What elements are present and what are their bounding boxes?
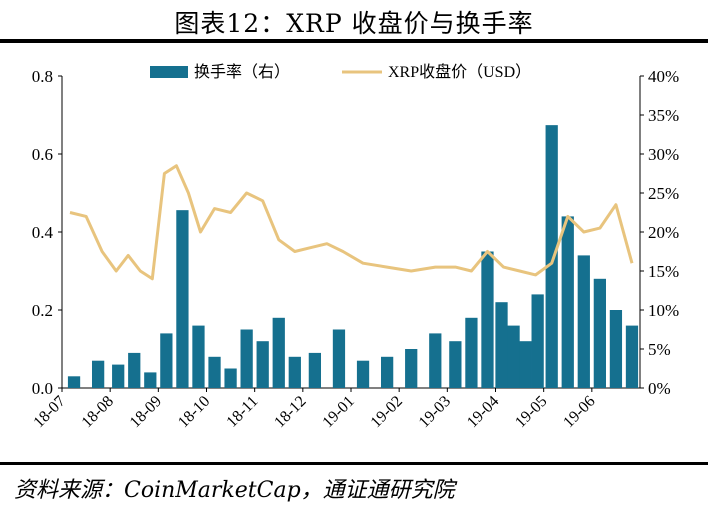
turnover-bar [67,376,81,388]
x-tick-label: 18-08 [79,393,117,431]
turnover-bar [192,325,205,388]
turnover-bar [561,216,574,388]
left-tick-label: 0.8 [32,67,53,86]
right-tick-label: 0% [648,379,671,398]
turnover-bar [449,341,462,388]
legend: 换手率（右） XRP收盘价（USD） [150,62,531,81]
legend-line-label: XRP收盘价（USD） [388,62,531,81]
turnover-bar [593,278,606,388]
turnover-bar [240,329,253,388]
right-tick-label: 10% [648,301,679,320]
turnover-bar [577,255,590,388]
turnover-bar [519,341,532,388]
x-tick-label: 18-07 [30,393,68,431]
right-tick-label: 20% [648,223,679,242]
left-tick-label: 0.6 [32,145,53,164]
legend-bar-swatch [150,66,188,78]
x-tick-label: 18-12 [271,393,309,431]
turnover-bar [465,317,478,388]
turnover-bar [531,294,544,388]
turnover-bar [224,368,237,388]
x-tick-label: 19-06 [560,393,598,431]
right-tick-label: 25% [648,184,679,203]
right-tick-label: 30% [648,145,679,164]
turnover-bar [405,349,418,388]
turnover-bar [625,325,639,388]
turnover-bar [91,360,105,388]
x-tick-label: 19-04 [464,393,502,431]
left-tick-label: 0.0 [32,379,53,398]
left-tick-label: 0.2 [32,301,53,320]
turnover-bar [112,364,125,388]
chart: 0.0 0.2 0.4 0.6 0.8 0% 5% 10% 15% 20% 25% 30% 35% 40%… [30,62,679,431]
footer-rule [0,462,708,465]
turnover-bar [272,317,285,388]
right-tick-label: 15% [648,262,679,281]
turnover-bar [176,210,189,388]
turnover-bar [160,333,173,388]
right-tick-label: 40% [648,67,679,86]
turnover-bar [609,310,623,388]
turnover-bar [256,341,269,388]
legend-bar-label: 换手率（右） [194,63,290,81]
turnover-bars [67,125,639,388]
turnover-bar [481,251,494,388]
price-line [69,164,634,281]
title-rule [0,39,708,43]
turnover-bar [208,356,221,388]
turnover-bar [429,333,442,388]
x-tick-label: 19-02 [368,393,406,431]
turnover-bar [380,356,394,388]
x-tick-label: 19-05 [512,393,550,431]
turnover-bar [545,125,558,388]
x-tick-label: 19-03 [416,393,454,431]
turnover-bar [507,325,520,388]
turnover-bar [288,356,301,388]
x-tick-label: 18-11 [223,393,261,431]
left-tick-label: 0.4 [32,223,54,242]
right-tick-label: 35% [648,106,679,125]
chart-title: 图表12：XRP 收盘价与换手率 [174,9,534,38]
turnover-bar [308,352,322,388]
turnover-bar [128,352,141,388]
right-tick-label: 5% [648,340,671,359]
x-tick-label: 19-01 [319,393,357,431]
turnover-bar [332,329,346,388]
x-tick-label: 18-10 [175,393,213,431]
x-tick-label: 18-09 [127,393,165,431]
turnover-bar [356,360,370,388]
turnover-bar [495,302,508,388]
turnover-bar [144,372,157,388]
source-note: 资料来源：CoinMarketCap，通证通研究院 [14,478,455,503]
